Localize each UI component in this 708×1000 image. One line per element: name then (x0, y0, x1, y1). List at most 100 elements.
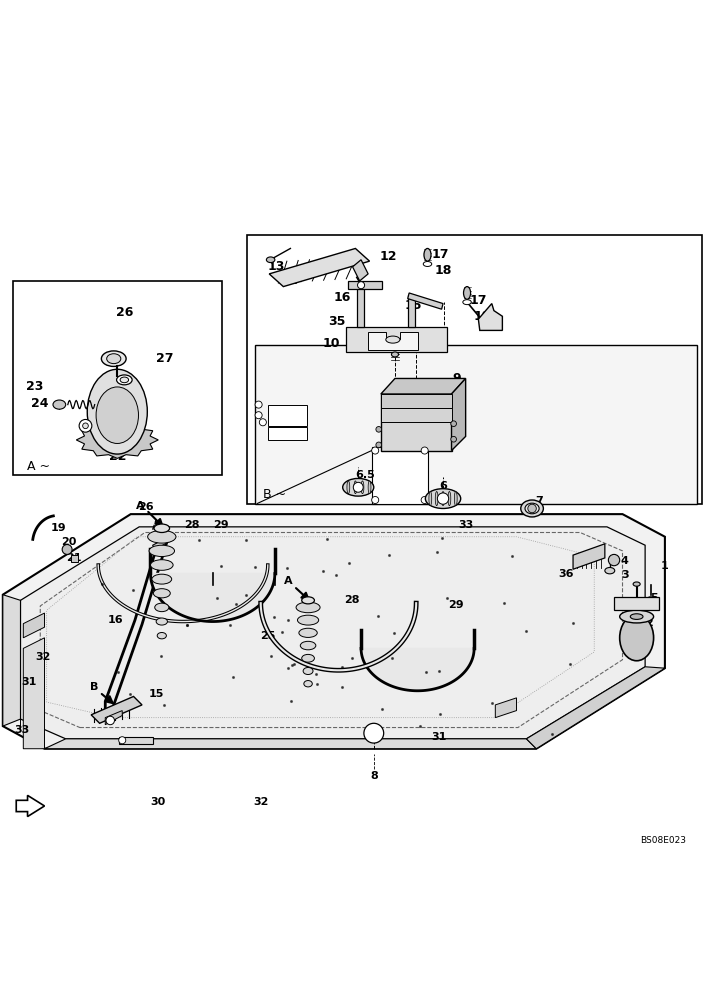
Ellipse shape (633, 582, 640, 586)
Circle shape (451, 436, 457, 442)
Point (321, 531, 332, 547)
Ellipse shape (392, 352, 399, 357)
Ellipse shape (87, 369, 147, 454)
Polygon shape (573, 544, 605, 569)
Point (437, 530, 448, 546)
Text: 21: 21 (67, 553, 82, 563)
Point (441, 590, 452, 606)
Point (285, 693, 296, 709)
Ellipse shape (157, 632, 166, 639)
Circle shape (62, 545, 72, 554)
Ellipse shape (152, 574, 172, 584)
Polygon shape (381, 394, 452, 408)
Text: 33: 33 (458, 520, 473, 530)
Point (520, 623, 532, 639)
Circle shape (372, 496, 379, 504)
Circle shape (608, 554, 620, 566)
Circle shape (106, 716, 115, 725)
Point (317, 563, 329, 579)
Polygon shape (353, 260, 368, 281)
Ellipse shape (442, 492, 445, 506)
Ellipse shape (53, 400, 66, 409)
Point (286, 657, 297, 673)
Text: 18: 18 (474, 310, 491, 323)
Ellipse shape (455, 492, 457, 506)
Text: 32: 32 (253, 797, 268, 807)
Text: 24: 24 (31, 397, 48, 410)
Circle shape (353, 482, 363, 492)
Circle shape (255, 401, 262, 408)
Point (125, 686, 136, 702)
Polygon shape (23, 613, 45, 638)
Point (266, 648, 277, 664)
Text: 16: 16 (108, 615, 123, 625)
Point (506, 548, 518, 564)
Point (312, 676, 323, 692)
Text: 8: 8 (370, 771, 377, 781)
Text: 27: 27 (156, 352, 173, 365)
Point (372, 608, 384, 624)
Ellipse shape (525, 503, 539, 514)
Text: 36: 36 (558, 569, 573, 579)
Point (159, 697, 170, 713)
Polygon shape (357, 284, 364, 327)
Polygon shape (496, 698, 517, 718)
Circle shape (376, 442, 382, 448)
Polygon shape (381, 394, 452, 451)
Ellipse shape (620, 610, 653, 623)
Ellipse shape (302, 654, 314, 662)
Point (389, 625, 400, 641)
Polygon shape (269, 248, 370, 287)
Point (96, 576, 108, 592)
Ellipse shape (155, 603, 169, 612)
Ellipse shape (299, 628, 317, 637)
Point (414, 718, 426, 734)
Text: 6.5: 6.5 (355, 470, 375, 480)
Point (215, 558, 227, 574)
Text: 30: 30 (150, 797, 165, 807)
Point (281, 560, 292, 576)
Point (182, 617, 193, 633)
Ellipse shape (368, 481, 371, 494)
Point (432, 544, 443, 560)
Point (420, 664, 431, 680)
Ellipse shape (304, 681, 312, 687)
Polygon shape (527, 667, 665, 749)
Polygon shape (91, 696, 142, 723)
Point (250, 559, 261, 575)
Ellipse shape (154, 589, 171, 598)
Polygon shape (45, 739, 536, 749)
Point (336, 659, 348, 675)
Ellipse shape (302, 597, 314, 604)
Ellipse shape (101, 351, 126, 366)
Text: B ~: B ~ (263, 488, 287, 501)
Point (268, 609, 280, 625)
Text: 2: 2 (646, 618, 653, 628)
Text: 12: 12 (379, 250, 396, 263)
Point (377, 701, 388, 717)
Bar (13, 281, 222, 475)
Polygon shape (614, 597, 659, 610)
Text: 9: 9 (452, 372, 461, 385)
Point (343, 555, 354, 571)
Text: 22: 22 (108, 450, 126, 463)
Text: 31: 31 (431, 732, 447, 742)
Ellipse shape (296, 602, 320, 613)
Polygon shape (452, 378, 466, 451)
Point (310, 666, 321, 682)
Point (434, 706, 445, 722)
Polygon shape (361, 648, 474, 691)
Ellipse shape (424, 248, 431, 261)
Text: 35: 35 (329, 315, 346, 328)
Text: B: B (90, 682, 98, 692)
Text: 6: 6 (439, 481, 447, 491)
Ellipse shape (300, 641, 316, 650)
Polygon shape (105, 711, 122, 725)
Polygon shape (408, 295, 415, 327)
Point (567, 615, 578, 631)
Text: 5: 5 (650, 593, 658, 603)
Point (155, 648, 166, 664)
Ellipse shape (426, 489, 461, 508)
Circle shape (358, 282, 365, 289)
Text: 10: 10 (323, 337, 340, 350)
